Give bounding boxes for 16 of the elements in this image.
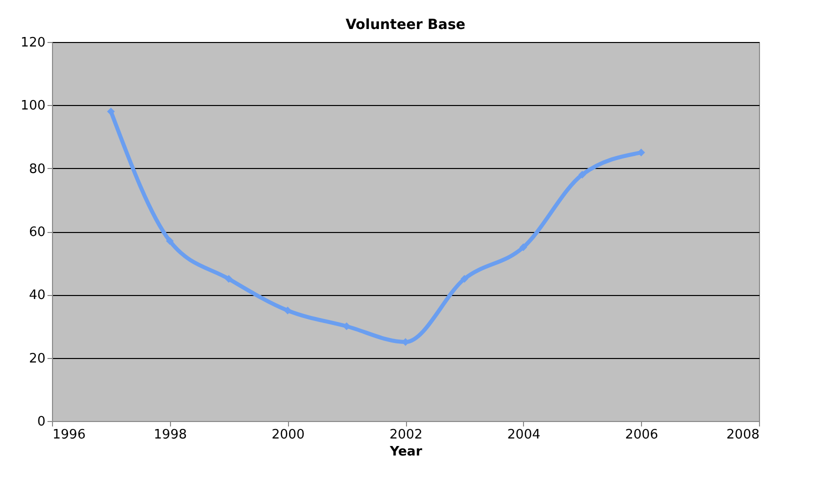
y-tick-label: 80 [28,162,46,177]
y-tick-label: 120 [20,36,46,50]
x-tick-label: 2008 [726,428,760,442]
x-tick-label: 2002 [389,428,423,442]
y-tick-label: 60 [28,225,46,240]
y-tick-label: 100 [20,98,46,114]
x-tick-label: 2006 [625,428,658,442]
y-tick-label: 20 [28,351,46,366]
x-tick-label: 1996 [52,428,86,442]
x-tick-label: 1998 [154,428,187,442]
x-tick-label: 2000 [272,428,305,442]
y-tick-label: 0 [37,414,46,430]
y-tick-label: 40 [28,288,46,304]
x-axis-title: Year [388,444,423,460]
x-tick-label: 2004 [507,428,540,442]
chart-title: Volunteer Base [346,17,466,33]
